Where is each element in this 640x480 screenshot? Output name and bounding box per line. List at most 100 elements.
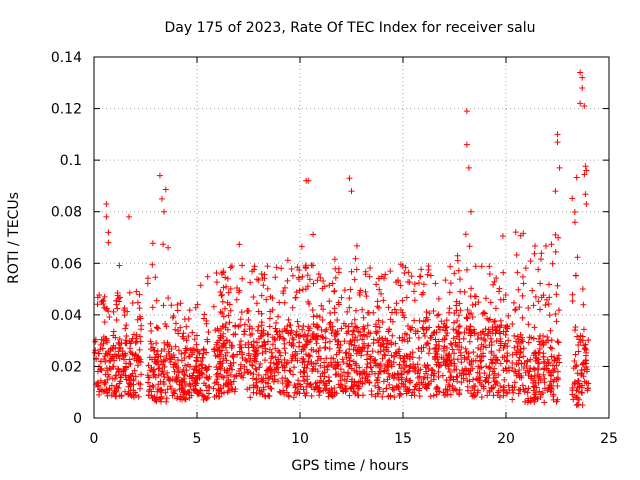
data-point [372,321,379,328]
data-point [423,384,430,391]
data-point [178,350,185,357]
data-point [406,279,413,286]
data-point [578,367,585,374]
data-point [582,345,589,352]
data-point [422,370,429,377]
data-point [542,242,549,249]
data-point [284,359,291,366]
data-point [411,288,418,295]
data-point [194,301,201,308]
data-point [227,285,234,292]
data-point [361,340,368,347]
data-point [500,328,507,335]
data-point [360,314,367,321]
data-point [472,383,479,390]
data-point [171,368,178,375]
data-point [137,356,144,363]
data-point [193,332,200,339]
data-point [364,309,371,316]
data-point [251,355,258,362]
data-point [509,387,516,394]
data-point [420,324,427,331]
data-point [353,266,360,273]
data-point [583,200,590,207]
data-point [550,367,557,374]
data-point [290,371,297,378]
data-point [170,313,177,320]
data-point [177,396,184,403]
data-point [495,372,502,379]
data-point [497,335,504,342]
data-point [467,208,474,215]
data-point [493,337,500,344]
data-point [342,388,349,395]
data-point [255,323,262,330]
data-point [456,322,463,329]
data-point [480,385,487,392]
data-point [255,277,262,284]
data-point [543,365,550,372]
data-point [468,390,475,397]
data-point [211,380,218,387]
data-point [223,367,230,374]
data-point [351,316,358,323]
data-point [519,314,526,321]
data-point [108,382,115,389]
data-point [451,367,458,374]
data-point [432,336,439,343]
data-point [317,274,324,281]
data-point [519,292,526,299]
data-point [273,320,280,327]
data-point [190,345,197,352]
data-point [376,334,383,341]
data-point [511,332,518,339]
data-point [512,229,519,236]
data-point [322,328,329,335]
data-point [290,342,297,349]
data-point [275,347,282,354]
data-point [540,371,547,378]
data-point [326,282,333,289]
data-point [445,363,452,370]
data-point [535,356,542,363]
data-point [230,354,237,361]
data-point [450,326,457,333]
data-point [416,354,423,361]
data-point [152,274,159,281]
data-point [172,377,179,384]
data-point [371,357,378,364]
data-point [553,291,560,298]
data-point [277,333,284,340]
data-point [490,384,497,391]
data-point [585,337,592,344]
data-point [116,262,123,269]
data-point [429,332,436,339]
data-point [492,305,499,312]
data-point [538,294,545,301]
data-point [583,167,590,174]
data-point [554,131,561,138]
data-point [248,341,255,348]
data-point [337,381,344,388]
data-point [308,392,315,399]
data-point [503,389,510,396]
data-point [537,306,544,313]
data-point [318,302,325,309]
data-point [193,357,200,364]
data-point [479,328,486,335]
data-point [511,383,518,390]
data-point [541,366,548,373]
data-point [428,367,435,374]
data-point [447,280,454,287]
data-point [353,362,360,369]
data-point [175,364,182,371]
data-point [284,277,291,284]
data-point [203,387,210,394]
data-point [356,289,363,296]
data-point [509,359,516,366]
data-point [335,301,342,308]
data-point [434,312,441,319]
data-point [292,294,299,301]
data-point [164,369,171,376]
data-point [133,288,140,295]
